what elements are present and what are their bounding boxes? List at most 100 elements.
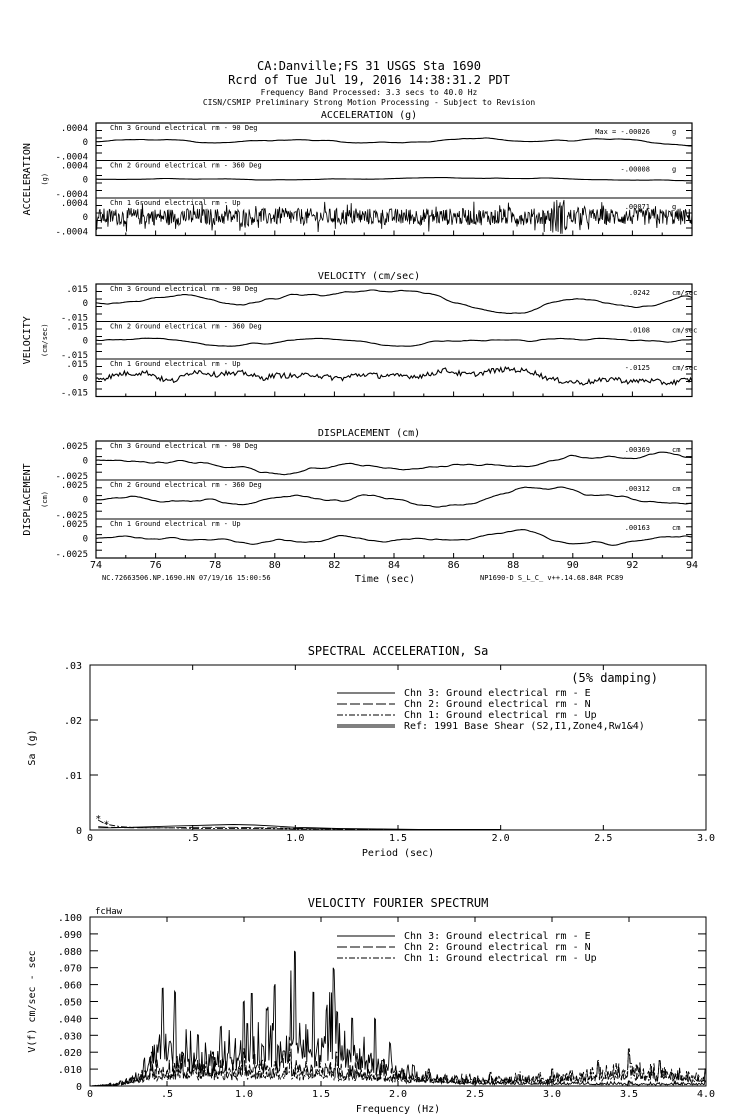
y-tick-label: .0004 [61, 162, 88, 172]
waveform-trace-chn3 [96, 137, 692, 147]
y-tick-label: 0 [83, 213, 88, 223]
legend-entry: Chn 2: Ground electrical rm - N [404, 699, 591, 710]
y-tick-label: -.0004 [55, 228, 88, 238]
x-tick-label: 0 [87, 1089, 93, 1100]
legend-entry: Chn 3: Ground electrical rm - E [404, 931, 591, 942]
x-axis-label: Frequency (Hz) [356, 1104, 440, 1115]
y-tick-label: .050 [58, 998, 82, 1009]
waveform-trace-chn2 [96, 337, 692, 347]
y-tick-label: 0 [83, 138, 88, 148]
channel-max-value: .00163 [625, 524, 650, 532]
waveform-trace-chn1 [95, 199, 693, 234]
header-frequency-band: Frequency Band Processed: 3.3 secs to 40… [261, 88, 478, 97]
y-axis-label: ACCELERATION [22, 143, 33, 215]
y-tick-label: 0 [83, 535, 88, 545]
x-tick-label: 94 [686, 560, 698, 571]
waveform-trace-chn1 [95, 529, 692, 546]
y-tick-label: 0 [83, 336, 88, 346]
channel-max-value: -.0125 [625, 364, 650, 372]
series-line-1 [89, 1043, 707, 1087]
chart-title: VELOCITY FOURIER SPECTRUM [308, 896, 489, 910]
y-tick-label: -.015 [61, 314, 88, 324]
spectrum-4: VELOCITY FOURIER SPECTRUM 0 .5 1.0 1.5 2.0 2.5… [27, 896, 715, 1115]
channel-max-unit: cm/sec [672, 327, 697, 335]
y-tick-label: -.0025 [55, 472, 88, 482]
corner-label: fcHaw [95, 907, 123, 917]
panel-title: VELOCITY (cm/sec) [318, 271, 420, 282]
channel-max-unit: cm [672, 446, 680, 454]
panel-title: ACCELERATION (g) [321, 110, 417, 121]
waveform-trace-chn1 [95, 365, 693, 386]
y-tick-label: 0 [83, 175, 88, 185]
channel-max-value: .00312 [625, 485, 650, 493]
y-tick-label: 0 [83, 299, 88, 309]
x-tick-label: 2.0 [492, 833, 510, 844]
y-tick-label: .02 [64, 716, 82, 727]
y-tick-label: .100 [58, 913, 82, 924]
y-axis-unit: (cm/sec) [41, 323, 49, 357]
channel-label: Chn 1 Ground electrical rm - Up [110, 520, 241, 528]
waveform-trace-chn3 [95, 451, 693, 476]
y-tick-label: -.0025 [55, 550, 88, 560]
x-tick-label: 3.0 [543, 1089, 561, 1100]
x-tick-label: 1.5 [312, 1089, 330, 1100]
channel-label: Chn 1 Ground electrical rm - Up [110, 199, 241, 207]
channel-max-value: .00071 [625, 203, 650, 211]
y-tick-label: .0004 [61, 199, 88, 209]
waveform-group-velocity: VELOCITY (cm/sec) VELOCITY (cm/sec) .015 0 -.… [22, 271, 697, 399]
waveform-trace-chn2 [96, 176, 692, 182]
y-tick-label: -.0004 [55, 190, 88, 200]
x-tick-label: 74 [90, 560, 102, 571]
legend-entry: Ref: 1991 Base Shear (S2,I1,Zone4,Rw1&4) [404, 721, 645, 732]
x-tick-label: 4.0 [697, 1089, 715, 1100]
header: CA:Danville;FS 31 USGS Sta 1690 Rcrd of … [203, 59, 536, 107]
star-marker: * [103, 819, 109, 830]
y-tick-label: .020 [58, 1048, 82, 1059]
x-tick-label: 0 [87, 833, 93, 844]
damping-annotation: (5% damping) [571, 671, 658, 685]
channel-max-unit: g [672, 128, 676, 136]
plot-frame [89, 664, 707, 831]
legend-entry: Chn 1: Ground electrical rm - Up [404, 710, 597, 721]
series-line-2 [97, 819, 501, 830]
x-tick-label: 2.5 [466, 1089, 484, 1100]
channel-max-unit: cm [672, 524, 680, 532]
x-tick-label: 88 [507, 560, 519, 571]
channel-label: Chn 2 Ground electrical rm - 360 Deg [110, 323, 262, 331]
y-tick-label: -.015 [61, 351, 88, 361]
x-tick-label: 84 [388, 560, 400, 571]
y-tick-label: .090 [58, 930, 82, 941]
y-tick-label: .01 [64, 771, 82, 782]
x-tick-label: 2.0 [389, 1089, 407, 1100]
legend-entry: Chn 1: Ground electrical rm - Up [404, 953, 597, 964]
y-tick-label: -.0025 [55, 511, 88, 521]
y-axis-label: V(f) cm/sec - sec [27, 950, 38, 1052]
y-tick-label: .0025 [61, 442, 88, 452]
waveform-group-displacement: DISPLACEMENT (cm) DISPLACEMENT (cm) .0025 0 -… [22, 428, 698, 585]
y-axis-unit: (cm) [41, 491, 49, 508]
y-tick-label: .0025 [61, 520, 88, 530]
header-record-time: Rcrd of Tue Jul 19, 2016 14:38:31.2 PDT [228, 73, 510, 87]
channel-max-value: .0108 [629, 327, 650, 335]
x-tick-label: 80 [269, 560, 281, 571]
y-tick-label: .0004 [61, 124, 88, 134]
y-tick-label: .060 [58, 981, 82, 992]
panel-title: DISPLACEMENT (cm) [318, 428, 420, 439]
channel-max-unit: cm [672, 485, 680, 493]
channel-max-value: Max = -.00026 [595, 128, 650, 136]
channel-max-value: -.00008 [620, 166, 650, 174]
y-tick-label: -.0004 [55, 153, 88, 163]
channel-label: Chn 2 Ground electrical rm - 360 Deg [110, 162, 262, 170]
channel-label: Chn 2 Ground electrical rm - 360 Deg [110, 481, 262, 489]
series-line-2 [90, 1051, 707, 1087]
x-tick-label: 3.0 [697, 833, 715, 844]
x-tick-label: 76 [150, 560, 162, 571]
star-marker: * [95, 814, 101, 825]
x-tick-label: 1.0 [235, 1089, 253, 1100]
x-tick-label: 86 [448, 560, 460, 571]
y-tick-label: 0 [83, 496, 88, 506]
x-axis-label: Time (sec) [355, 574, 415, 585]
channel-max-unit: cm/sec [672, 289, 697, 297]
channel-label: Chn 3 Ground electrical rm - 90 Deg [110, 285, 258, 293]
